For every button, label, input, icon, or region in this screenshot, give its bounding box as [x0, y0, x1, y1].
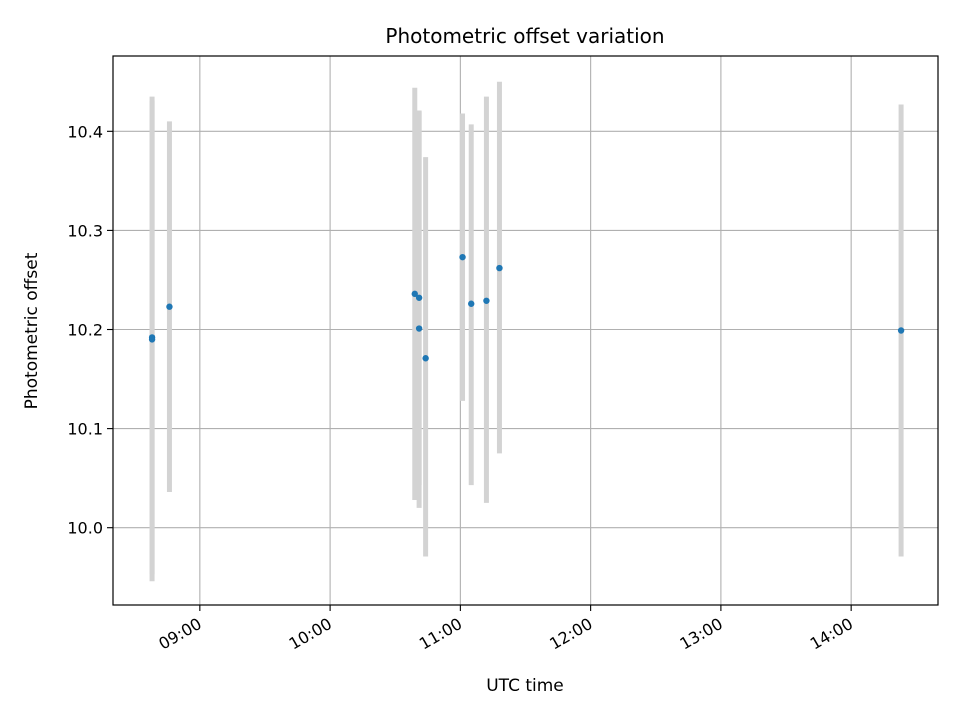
- data-point: [496, 264, 503, 272]
- data-point: [483, 297, 490, 304]
- data-point: [468, 300, 475, 307]
- data-point: [148, 336, 156, 343]
- data-point: [411, 290, 418, 298]
- plot-frame: [112, 55, 939, 606]
- y-axis-ticks: 10.0 10.1 10.2 10.3 10.4: [67, 122, 113, 538]
- data-point: [422, 355, 429, 362]
- y-tick-label: 10.1: [67, 420, 103, 439]
- data-point: [415, 325, 423, 332]
- y-tick-label: 10.4: [67, 122, 103, 141]
- x-axis-label: UTC time: [486, 676, 564, 696]
- data-points: [148, 253, 905, 362]
- data-point: [166, 303, 173, 310]
- y-tick-label: 10.3: [67, 221, 103, 240]
- data-point: [897, 327, 905, 334]
- data-point: [415, 294, 423, 301]
- y-tick-label: 10.2: [67, 321, 103, 340]
- data-point: [459, 253, 466, 261]
- y-tick-label: 10.0: [67, 519, 103, 538]
- chart-title: Photometric offset variation: [385, 24, 664, 48]
- y-axis-label: Photometric offset: [22, 252, 42, 409]
